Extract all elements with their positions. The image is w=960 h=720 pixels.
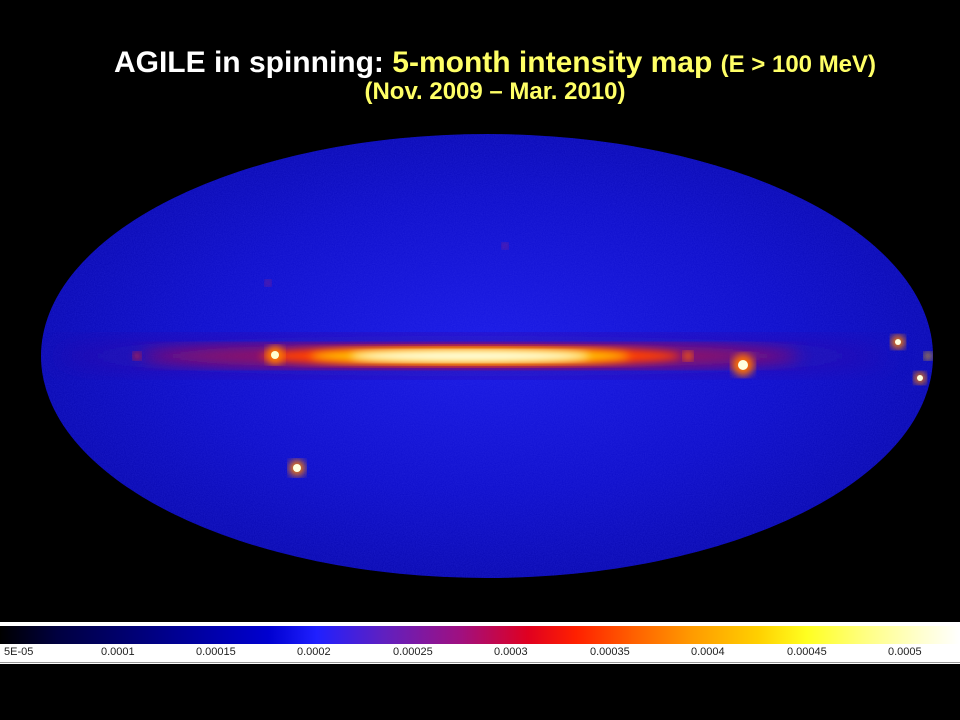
title-line-2: (Nov. 2009 – Mar. 2010)	[364, 78, 626, 105]
colorbar-tick: 0.00025	[393, 646, 433, 658]
source-small-3	[265, 280, 271, 286]
colorbar-ticks: 5E-05 0.0001 0.00015 0.0002 0.00025 0.00…	[0, 646, 960, 660]
colorbar-tick: 5E-05	[4, 646, 34, 658]
colorbar-tick: 0.00015	[196, 646, 236, 658]
colorbar-tick: 0.00035	[590, 646, 630, 658]
title-block: AGILE in spinning: 5-month intensity map…	[0, 44, 960, 106]
colorbar-gradient	[0, 626, 960, 644]
colorbar-tick: 0.0004	[691, 646, 725, 658]
source-small-2	[133, 352, 141, 360]
source-small-4	[502, 243, 508, 249]
title-part-2: 5-month intensity map	[392, 46, 721, 79]
colorbar-tick: 0.0003	[494, 646, 528, 658]
colorbar-tick: 0.0005	[888, 646, 922, 658]
colorbar-tick: 0.0001	[101, 646, 135, 658]
title-line-1: AGILE in spinning: 5-month intensity map…	[0, 44, 960, 84]
source-edge	[924, 352, 932, 360]
source-small-1	[683, 351, 693, 361]
colorbar-border	[0, 662, 960, 663]
sky-intensity-map	[41, 134, 933, 578]
colorbar: 5E-05 0.0001 0.00015 0.0002 0.00025 0.00…	[0, 622, 960, 664]
colorbar-tick: 0.0002	[297, 646, 331, 658]
galactic-plane	[50, 336, 890, 376]
colorbar-tick: 0.00045	[787, 646, 827, 658]
title-part-3: (E > 100 MeV)	[720, 51, 877, 78]
point-sources	[133, 243, 932, 476]
title-part-1: AGILE in spinning:	[113, 46, 393, 79]
